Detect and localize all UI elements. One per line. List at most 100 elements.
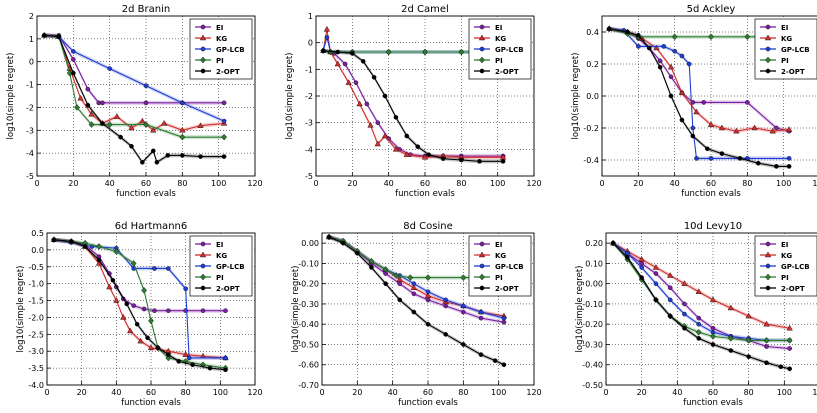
data-point xyxy=(182,351,189,357)
data-point xyxy=(694,156,699,161)
data-point xyxy=(443,332,448,337)
x-tick-label: 100 xyxy=(490,179,505,188)
series-line xyxy=(612,242,790,350)
data-point xyxy=(152,266,157,271)
data-point xyxy=(745,100,750,105)
legend-entry: KG xyxy=(474,34,506,43)
data-point xyxy=(653,44,660,51)
data-point xyxy=(326,234,332,240)
series-line xyxy=(612,242,790,341)
legend-entry: PI xyxy=(760,56,789,65)
y-tick-label: -0.60 xyxy=(298,361,319,370)
legend-entry: GP-LCB xyxy=(195,46,245,54)
data-point xyxy=(606,26,612,32)
y-tick-label: -1 xyxy=(26,81,34,90)
legend-label: 2-OPT xyxy=(216,68,240,76)
legend-marker xyxy=(765,24,771,30)
legend-label: KG xyxy=(781,35,792,43)
data-point xyxy=(639,275,644,280)
x-tick-label: 100 xyxy=(211,179,226,188)
data-point xyxy=(682,311,687,317)
data-point xyxy=(367,121,374,128)
legend-entry: KG xyxy=(195,251,227,260)
series-line xyxy=(53,239,226,359)
y-tick-label: -3 xyxy=(26,126,34,135)
data-point xyxy=(693,108,700,115)
data-point xyxy=(71,70,76,76)
x-tick-label: 40 xyxy=(388,388,398,397)
y-tick-label: -0.20 xyxy=(582,320,603,329)
data-point xyxy=(143,83,149,89)
data-point xyxy=(148,317,154,325)
legend-marker xyxy=(200,56,206,64)
data-point xyxy=(396,276,403,282)
x-tick-label: 20 xyxy=(68,179,78,188)
data-point xyxy=(141,306,147,312)
data-point xyxy=(422,48,428,56)
legend-marker xyxy=(200,68,206,74)
x-axis-label: function evals xyxy=(121,398,181,408)
data-point xyxy=(323,25,331,32)
y-tick-label: 0 xyxy=(308,39,313,48)
data-point xyxy=(690,133,696,139)
data-point xyxy=(198,154,203,159)
data-point xyxy=(696,336,702,341)
data-point xyxy=(786,156,792,161)
data-point xyxy=(769,127,776,134)
data-point xyxy=(728,348,734,353)
data-point xyxy=(96,257,102,263)
x-axis-label: function evals xyxy=(398,398,458,408)
series-line xyxy=(612,242,790,341)
data-point xyxy=(705,146,710,152)
data-point xyxy=(763,337,770,344)
y-axis-label: log10(simple regret) xyxy=(6,53,16,140)
series-band xyxy=(609,26,790,169)
y-tick-label: -4.0 xyxy=(28,381,44,390)
legend-entry: EI xyxy=(474,241,502,249)
legend-label: 2-OPT xyxy=(495,285,519,293)
series-line xyxy=(53,239,226,312)
legend-marker xyxy=(478,34,486,41)
data-point xyxy=(74,104,80,111)
data-point xyxy=(154,159,160,165)
data-point xyxy=(785,126,793,132)
data-point xyxy=(353,80,359,85)
data-point xyxy=(415,144,421,149)
legend-label: 2-OPT xyxy=(781,285,805,293)
data-point xyxy=(342,61,348,67)
data-point xyxy=(131,303,136,308)
y-tick-label: -3 xyxy=(305,119,313,128)
data-point xyxy=(165,153,171,158)
legend-marker xyxy=(199,251,207,258)
legend-entry: PI xyxy=(474,273,503,282)
x-tick-label: 120 xyxy=(247,388,262,397)
data-point xyxy=(425,289,431,295)
legend-marker xyxy=(479,56,485,64)
legend-marker xyxy=(765,273,771,281)
legend-entry: PI xyxy=(195,56,224,65)
legend-marker xyxy=(478,251,486,258)
data-point xyxy=(460,274,467,281)
x-tick-label: 80 xyxy=(456,179,466,188)
legend-label: EI xyxy=(216,24,223,32)
legend-label: PI xyxy=(495,274,503,282)
x-tick-label: 0 xyxy=(319,388,324,397)
data-point xyxy=(707,121,715,128)
series-line xyxy=(612,242,790,329)
data-point xyxy=(77,94,84,101)
x-tick-label: 100 xyxy=(213,388,228,397)
data-point xyxy=(137,337,144,344)
data-point xyxy=(96,243,102,250)
data-point xyxy=(176,359,182,364)
data-point xyxy=(709,296,717,303)
y-axis-label: log10(simple regret) xyxy=(571,53,581,140)
data-point xyxy=(477,159,482,164)
y-tick-label: -4 xyxy=(26,149,34,158)
data-point xyxy=(113,297,120,303)
data-point xyxy=(638,255,645,262)
data-point xyxy=(500,159,506,164)
series-band xyxy=(44,33,225,124)
legend-label: KG xyxy=(216,35,227,43)
y-tick-label: -0.10 xyxy=(582,300,603,309)
